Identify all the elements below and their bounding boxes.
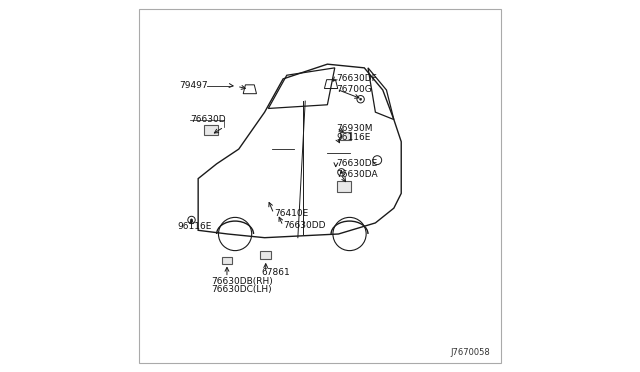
Bar	[340, 132, 351, 140]
Text: 76630D: 76630D	[190, 115, 226, 124]
Bar	[337, 181, 351, 192]
Text: 76630DE: 76630DE	[336, 158, 377, 168]
Text: 76630DC(LH): 76630DC(LH)	[211, 285, 272, 294]
Text: 96116E: 96116E	[178, 222, 212, 231]
Text: 76700G: 76700G	[337, 85, 372, 94]
Text: 96116E: 96116E	[337, 133, 371, 142]
Text: 76630DD: 76630DD	[283, 221, 326, 230]
Text: 76630DA: 76630DA	[336, 170, 378, 179]
Text: 67861: 67861	[261, 268, 290, 277]
Text: 76630DB(RH): 76630DB(RH)	[211, 277, 273, 286]
Circle shape	[360, 98, 362, 100]
Circle shape	[191, 219, 193, 221]
Text: 76930M: 76930M	[337, 124, 373, 132]
Bar	[260, 251, 271, 260]
Bar	[222, 257, 232, 264]
Text: 79497: 79497	[179, 81, 207, 90]
Circle shape	[340, 171, 342, 173]
Text: 76630DF: 76630DF	[337, 74, 378, 83]
Bar	[204, 125, 218, 135]
Text: 76410E: 76410E	[274, 209, 308, 218]
Text: J7670058: J7670058	[450, 347, 490, 357]
